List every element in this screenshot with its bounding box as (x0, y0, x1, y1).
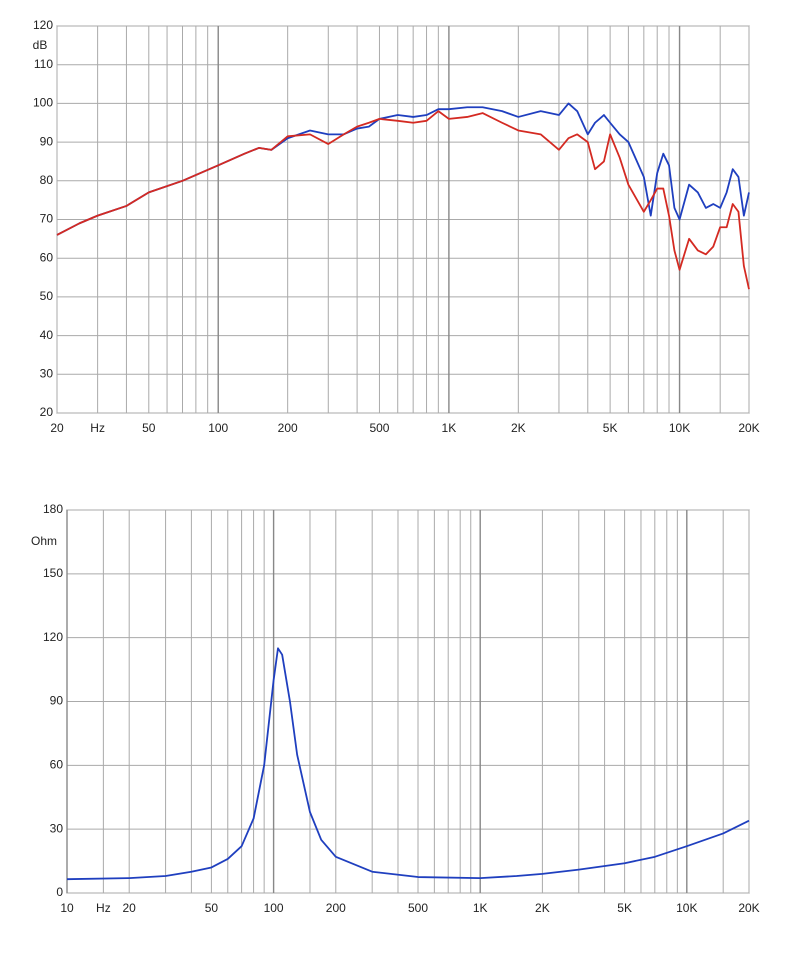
series-line (66, 647, 750, 881)
y-unit-label: Ohm (31, 534, 57, 548)
y-unit-label: dB (33, 38, 48, 52)
series-line (56, 110, 750, 290)
y-tick-label: 120 (43, 630, 63, 644)
y-tick-label: 20 (40, 405, 54, 419)
x-tick-label: 10K (669, 421, 690, 435)
x-tick-label: 200 (278, 421, 298, 435)
x-tick-label: 20K (738, 421, 759, 435)
y-tick-label: 60 (50, 758, 64, 772)
y-tick-label: 70 (40, 212, 54, 226)
x-tick-label: Hz (96, 901, 111, 915)
y-tick-label: 110 (34, 57, 53, 71)
x-tick-label: 200 (326, 901, 346, 915)
y-tick-label: 120 (33, 18, 53, 32)
x-tick-label: 10K (676, 901, 697, 915)
y-tick-label: 90 (50, 694, 64, 708)
x-tick-label: 500 (369, 421, 389, 435)
x-tick-label: 20 (50, 421, 64, 435)
y-tick-label: 60 (40, 250, 54, 264)
y-tick-label: 180 (43, 502, 63, 516)
y-tick-label: 30 (50, 821, 64, 835)
x-tick-label: 100 (264, 901, 284, 915)
x-tick-label: 50 (205, 901, 219, 915)
y-tick-label: 30 (40, 366, 54, 380)
x-tick-label: 20K (738, 901, 759, 915)
y-tick-label: 150 (43, 566, 63, 580)
y-tick-label: 50 (40, 289, 54, 303)
x-tick-label: Hz (90, 421, 105, 435)
y-tick-label: 80 (40, 173, 54, 187)
x-tick-label: 5K (603, 421, 618, 435)
x-tick-label: 50 (142, 421, 156, 435)
y-tick-label: 40 (40, 328, 54, 342)
y-tick-label: 90 (40, 134, 54, 148)
y-tick-label: 0 (56, 885, 63, 899)
y-tick-label: 100 (33, 96, 53, 110)
x-tick-label: 10 (60, 901, 74, 915)
x-tick-label: 1K (473, 901, 488, 915)
x-tick-label: 500 (408, 901, 428, 915)
x-tick-label: 2K (535, 901, 550, 915)
x-tick-label: 100 (208, 421, 228, 435)
x-tick-label: 1K (442, 421, 457, 435)
x-tick-label: 2K (511, 421, 526, 435)
x-tick-label: 20 (123, 901, 137, 915)
x-tick-label: 5K (617, 901, 632, 915)
